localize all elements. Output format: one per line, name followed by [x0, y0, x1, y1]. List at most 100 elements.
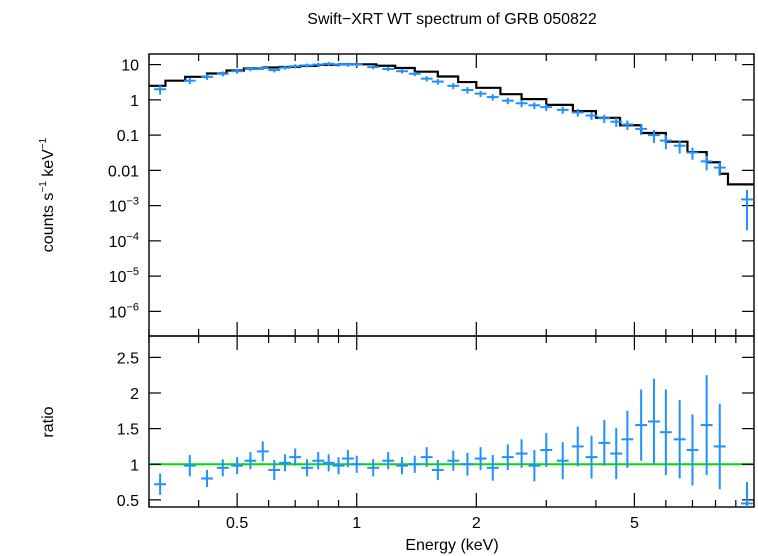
- spectrum-data-point: [501, 97, 514, 105]
- ratio-data-point: [648, 378, 660, 465]
- ratio-data-point: [367, 459, 380, 477]
- ratio-data-point: [312, 452, 325, 470]
- spectrum-data-point: [183, 77, 196, 85]
- y-tick-label: 10: [121, 58, 139, 75]
- spectrum-data-point: [621, 120, 634, 130]
- ratio-data-point: [231, 457, 244, 475]
- spectrum-data-point: [461, 87, 474, 94]
- y-tick-label: 10−4: [109, 231, 139, 251]
- model-step-line: [149, 63, 754, 186]
- ratio-data-point: [216, 459, 229, 477]
- ratio-data-point: [598, 420, 611, 466]
- spectrum-data-point: [396, 69, 408, 74]
- ratio-data-point: [279, 454, 291, 472]
- ratio-data-point: [420, 447, 433, 468]
- ratio-data-point: [686, 414, 699, 486]
- x-tick-label: 0.5: [226, 515, 248, 532]
- spectrum-y-axis-label: counts s−1 keV−1: [38, 137, 57, 252]
- spectrum-data-point: [289, 64, 302, 69]
- spectrum-data-point: [515, 100, 528, 108]
- spectrum-data-point: [382, 67, 395, 72]
- spectrum-data-point: [431, 79, 444, 85]
- spectrum-data-point: [301, 63, 314, 68]
- ratio-data-point: [659, 389, 672, 475]
- spectrum-data-point: [713, 162, 726, 176]
- ratio-data-point: [635, 389, 648, 461]
- spectrum-data-point: [312, 62, 325, 67]
- ratio-x-ticks: 0.5 1 2 5: [148, 336, 755, 532]
- spectrum-data-point: [556, 106, 569, 114]
- ratio-data-point: [183, 454, 196, 477]
- spectrum-data-point: [268, 68, 281, 73]
- spectrum-y-ticks: 10 1 0.1 0.01 10−3 10−4 10−5 10−6: [108, 58, 754, 321]
- spectrum-data-point: [686, 147, 699, 160]
- spectrum-data-point: [648, 129, 660, 143]
- spectrum-panel-frame: [148, 53, 755, 337]
- ratio-data-point: [713, 403, 726, 490]
- spectrum-data-point: [279, 65, 291, 70]
- ratio-data-point: [515, 439, 528, 468]
- ratio-data-point: [396, 457, 408, 475]
- ratio-data-point: [540, 432, 553, 468]
- spectrum-data-point: [350, 62, 363, 67]
- ratio-data-point: [741, 482, 753, 507]
- ratio-tick-label: 1.5: [117, 422, 139, 439]
- ratio-data-point: [528, 450, 541, 482]
- spectrum-data-point: [447, 83, 460, 90]
- ratio-data-point: [301, 459, 314, 477]
- spectrum-data-point: [420, 76, 433, 82]
- ratio-data-point: [571, 426, 584, 467]
- ratio-data-point: [556, 442, 569, 480]
- spectrum-data-point: [367, 65, 380, 70]
- x-tick-label: 5: [630, 515, 639, 532]
- ratio-panel: 0.5 1 1.5 2 2.5 0.5 1 2 5 ratio Energy (keV): [40, 335, 755, 554]
- ratio-tick-label: 2.5: [117, 350, 139, 367]
- spectrum-panel: 10 1 0.1 0.01 10−3 10−4 10−5 10−6 counts s−1 ke…: [38, 53, 755, 337]
- ratio-y-axis-label: ratio: [40, 406, 57, 437]
- ratio-y-ticks: 0.5 1 1.5 2 2.5: [117, 350, 754, 510]
- spectrum-data-point: [598, 114, 611, 124]
- ratio-data-point: [474, 447, 487, 470]
- spectrum-data-point: [256, 66, 269, 71]
- y-tick-label: 0.01: [108, 163, 139, 180]
- ratio-data-point: [447, 450, 460, 471]
- ratio-data-point: [461, 452, 474, 476]
- spectrum-data-points: [154, 62, 753, 231]
- ratio-data-point: [610, 427, 623, 480]
- spectrum-data-point: [154, 85, 167, 95]
- ratio-data-point: [289, 448, 302, 466]
- spectrum-data-point: [528, 102, 541, 110]
- spectrum-x-ticks: [148, 54, 755, 336]
- model-curve: [149, 63, 754, 186]
- spectrum-data-point: [610, 117, 623, 127]
- ratio-data-point: [408, 455, 421, 473]
- ratio-data-point: [341, 450, 354, 468]
- ratio-panel-frame: [148, 335, 755, 508]
- spectrum-data-point: [244, 67, 257, 72]
- ratio-tick-label: 1: [130, 457, 139, 474]
- ratio-data-point: [256, 441, 269, 462]
- spectrum-data-point: [408, 71, 421, 77]
- ratio-data-point: [700, 375, 713, 475]
- spectrum-data-point: [673, 140, 686, 154]
- ratio-data-point: [585, 435, 598, 479]
- spectrum-data-point: [216, 71, 229, 77]
- ratio-data-point: [486, 454, 499, 481]
- spectrum-data-point: [540, 104, 553, 112]
- spectrum-data-point: [231, 69, 244, 74]
- spectrum-data-point: [585, 112, 598, 120]
- spectrum-data-point: [474, 90, 487, 98]
- ratio-data-point: [431, 459, 444, 480]
- spectrum-data-point: [486, 94, 499, 101]
- spectrum-data-point: [741, 189, 753, 231]
- ratio-data-points: [154, 375, 753, 507]
- ratio-data-point: [154, 473, 167, 495]
- x-tick-label: 2: [472, 515, 481, 532]
- ratio-tick-label: 0.5: [117, 493, 139, 510]
- ratio-tick-label: 2: [130, 386, 139, 403]
- y-tick-label: 10−5: [109, 266, 139, 286]
- x-axis-label: Energy (keV): [405, 537, 498, 554]
- y-tick-label: 10−6: [109, 301, 139, 321]
- x-tick-label: 1: [352, 515, 361, 532]
